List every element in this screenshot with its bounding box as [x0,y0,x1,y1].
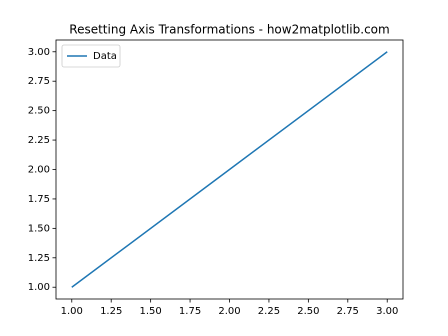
y-tick-label: 2.25 [28,135,50,146]
y-tick-label: 3.00 [28,47,50,58]
y-tick-label: 2.75 [28,76,50,87]
x-tick-label: 1.00 [61,306,83,317]
y-tick-label: 1.25 [28,253,50,264]
y-tick-label: 2.50 [28,106,50,117]
legend-label: Data [93,51,117,62]
x-tick-label: 1.75 [179,306,201,317]
x-tick-label: 2.00 [218,306,240,317]
legend-box [61,44,121,68]
y-tick-label: 1.75 [28,194,50,205]
y-tick-label: 2.00 [28,165,50,176]
data-line [71,51,388,288]
x-tick-label: 2.75 [337,306,359,317]
x-tick-label: 3.00 [376,306,398,317]
x-tick-label: 1.25 [100,306,122,317]
x-tick-label: 2.25 [258,306,280,317]
x-tick-label: 2.50 [297,306,319,317]
y-tick-label: 1.00 [28,282,50,293]
x-tick-label: 1.50 [140,306,162,317]
y-tick-label: 1.50 [28,223,50,234]
chart-title: Resetting Axis Transformations - how2mat… [69,23,389,37]
